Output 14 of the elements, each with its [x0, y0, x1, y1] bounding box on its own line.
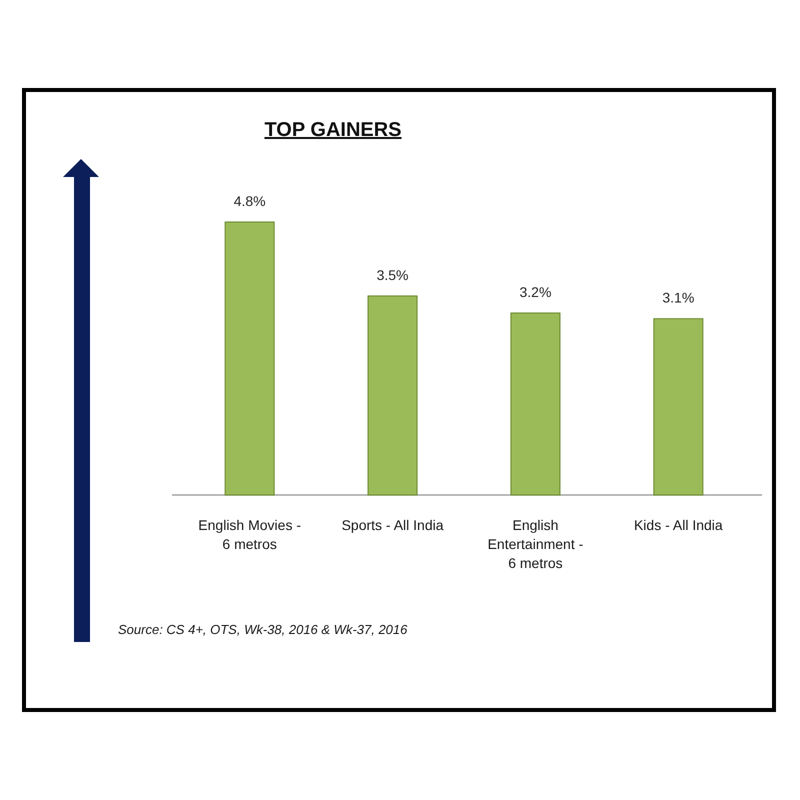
- x-tick-label: English Movies - 6 metros: [198, 517, 302, 552]
- data-label: 3.5%: [376, 266, 409, 283]
- data-label: 3.1%: [662, 290, 694, 306]
- x-tick-label: English Entertainment - 6 metros: [488, 517, 584, 571]
- x-tick-label: Kids - All India: [634, 517, 723, 533]
- source-note: Source: CS 4+, OTS, Wk-38, 2016 & Wk-37, 2016: [118, 622, 408, 637]
- data-label: 3.2%: [519, 284, 552, 300]
- chart-title: TOP GAINERS: [264, 119, 402, 141]
- data-label: 4.8%: [234, 193, 266, 209]
- bar: [653, 318, 704, 496]
- bar: [368, 295, 418, 496]
- bar: [224, 222, 275, 496]
- bar: [510, 312, 560, 496]
- x-tick-label: Sports - All India: [342, 517, 444, 533]
